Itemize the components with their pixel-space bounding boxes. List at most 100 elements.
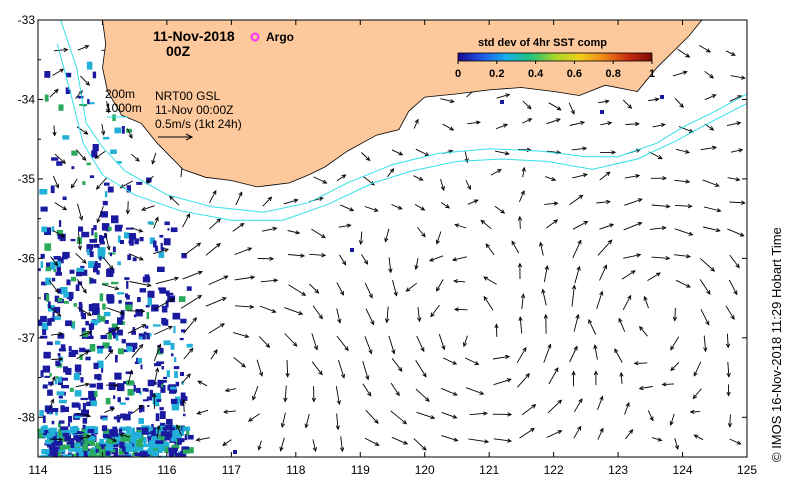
sst-patch [116,455,127,457]
sst-patch [129,441,137,448]
sst-patch [127,389,134,396]
current-vector [75,382,90,388]
sst-patch [149,333,152,337]
sst-patch [69,269,75,274]
sst-patch [165,425,169,428]
current-vector [689,409,701,415]
current-vector [417,307,422,323]
current-vector [209,189,217,204]
sst-patch [139,237,144,242]
sst-patch [99,256,102,261]
sst-patch [172,312,181,320]
sst-patch [66,279,71,286]
sst-patch [161,247,165,251]
current-vector [574,265,581,284]
sst-patch [177,438,185,443]
sst-patch [142,443,153,448]
current-vector [50,331,64,337]
sst-patch [153,428,157,434]
current-vector [674,204,693,209]
sst-patch [129,433,134,441]
current-vector [233,356,246,368]
sst-patch [42,455,48,457]
sst-patch [137,297,141,303]
sst-patch [47,389,53,396]
sst-patch [97,247,106,255]
sst-patches [38,61,664,457]
current-vector [600,121,613,126]
current-vector [621,270,636,280]
sst-patch [68,351,76,357]
sst-patch [151,304,159,312]
current-vector [483,276,497,285]
sst-patch [100,415,108,420]
current-vector [548,102,562,111]
sst-patch [142,276,151,283]
current-vector [517,262,523,280]
sst-patch [97,373,102,381]
current-vector [547,399,563,414]
sst-patch [64,436,71,442]
current-vector [154,298,175,310]
sst-patch [119,440,125,449]
sst-patch [176,441,182,445]
sst-patch [161,366,164,370]
title-date: 11-Nov-2018 [153,28,235,44]
sst-patch [120,434,131,442]
sst-patch [187,447,194,454]
sst-patch [68,448,78,452]
sst-patch [126,426,131,434]
current-vector [453,307,468,312]
sst-patch [49,431,56,436]
sst-patch [131,427,135,434]
current-vector [730,148,744,153]
current-vector [125,201,130,215]
sst-patch [96,345,104,349]
sst-patch [146,332,150,340]
current-vector [652,122,666,128]
sst-patch [108,346,112,352]
sst-patch [129,301,133,307]
sst-patch [124,232,129,239]
sst-patch [113,333,117,339]
current-vector [311,361,323,376]
current-vector [132,404,144,414]
sst-patch [87,248,90,256]
sst-patch [96,382,104,390]
sst-patch [155,413,160,422]
sst-patch [47,456,54,457]
current-vector [469,411,488,416]
sst-patch [121,339,126,344]
sst-patch [114,372,122,380]
sst-patch [72,323,75,330]
current-vector [387,167,395,178]
sst-patch [138,445,144,452]
sst-patch [95,442,100,449]
sst-patch [89,439,95,446]
sst-patch [179,337,184,341]
current-vector [692,388,702,400]
current-vector [234,247,253,255]
sst-patch [151,450,159,457]
sst-patch [147,297,152,306]
current-vector [599,264,607,281]
sst-patch [117,348,124,355]
current-vector [518,316,523,334]
current-vector [391,204,403,210]
current-vector [674,228,694,236]
sst-patch [49,412,52,415]
sst-patch [73,435,84,441]
sst-patch [104,320,109,324]
sst-patch [136,427,142,431]
colorbar-tick-label: 0.4 [528,68,544,80]
sst-patch [91,228,94,236]
x-tick-label: 123 [608,463,628,477]
current-vector [675,279,691,288]
sst-patch [80,414,88,417]
current-vector [76,412,92,418]
sst-patch [44,227,51,235]
current-vector [599,150,617,155]
current-vector [391,358,403,372]
current-vector [436,279,444,292]
sst-patch [64,301,69,304]
